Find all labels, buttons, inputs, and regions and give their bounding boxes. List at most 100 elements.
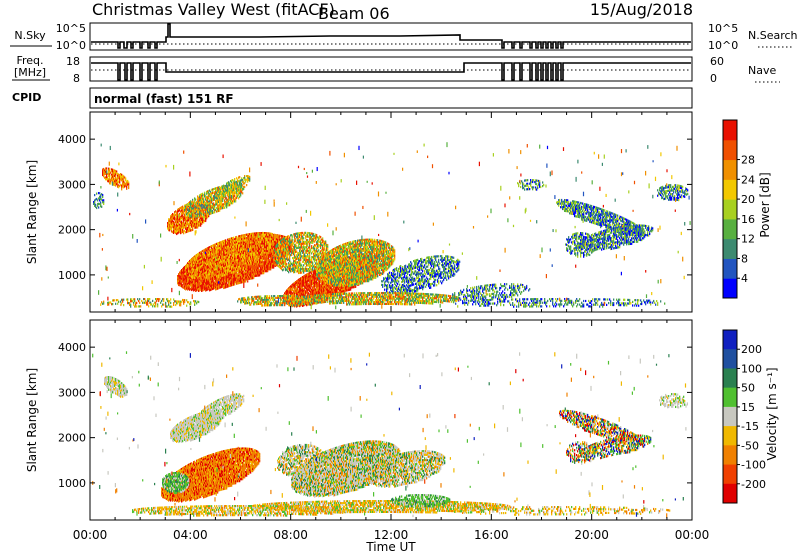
echo-cell xyxy=(268,239,270,242)
echo-cell xyxy=(219,259,221,262)
echo-cell xyxy=(201,277,203,280)
echo-cell xyxy=(272,259,274,262)
echo-cell xyxy=(272,262,274,265)
echo-cell xyxy=(193,258,195,261)
echo-cell xyxy=(267,248,269,251)
echo-cell xyxy=(206,285,208,288)
echo-cell xyxy=(282,253,284,256)
echo-cell xyxy=(220,252,222,255)
echo-cell xyxy=(244,234,246,237)
echo-cell xyxy=(230,252,232,255)
echo-cell xyxy=(185,275,187,278)
echo-cell xyxy=(238,237,240,240)
echo-cell xyxy=(200,260,202,263)
echo-cell xyxy=(196,268,198,271)
echo-cell xyxy=(210,267,212,270)
echo-cell xyxy=(245,237,247,240)
echo-cell xyxy=(205,262,207,265)
echo-cell xyxy=(295,284,297,287)
echo-cell xyxy=(181,285,183,288)
echo-cell xyxy=(267,261,269,264)
echo-cell xyxy=(206,276,208,279)
echo-cell xyxy=(258,244,260,247)
echo-cell xyxy=(228,252,230,255)
echo-cell xyxy=(215,270,217,273)
echo-cell xyxy=(242,272,244,275)
echo-cell xyxy=(223,281,225,284)
echo-cell xyxy=(250,277,252,280)
echo-cell xyxy=(214,249,216,252)
echo-cell xyxy=(247,240,249,243)
echo-cell xyxy=(271,262,273,265)
echo-cell xyxy=(179,280,181,283)
echo-cell xyxy=(199,287,201,290)
echo-cell xyxy=(183,274,185,277)
echo-cell xyxy=(224,241,226,244)
echo-cell xyxy=(243,280,245,283)
echo-cell xyxy=(214,245,216,248)
echo-cell xyxy=(257,237,259,240)
echo-cell xyxy=(199,264,201,267)
echo-cell xyxy=(188,284,190,287)
echo-cell xyxy=(258,270,260,273)
echo-cell xyxy=(304,276,306,279)
echo-cell xyxy=(275,241,277,244)
echo-cell xyxy=(236,243,238,246)
echo-cell xyxy=(177,280,179,283)
echo-cell xyxy=(234,240,236,243)
echo-cell xyxy=(260,270,262,273)
echo-cell xyxy=(254,236,256,239)
echo-cell xyxy=(271,240,273,243)
echo-cell xyxy=(206,263,208,267)
echo-cell xyxy=(231,249,233,253)
echo-cell xyxy=(207,284,209,287)
echo-cell xyxy=(252,235,254,238)
echo-cell xyxy=(240,276,242,279)
echo-cell xyxy=(206,271,208,274)
echo-cell xyxy=(235,261,237,264)
echo-cell xyxy=(269,266,271,269)
echo-cell xyxy=(203,283,205,286)
echo-cell xyxy=(205,268,207,271)
echo-cell xyxy=(266,248,268,251)
echo-cell xyxy=(266,262,268,266)
echo-cell xyxy=(211,288,213,291)
echo-cell xyxy=(184,274,186,278)
echo-cell xyxy=(265,235,267,238)
echo-cell xyxy=(239,276,241,279)
echo-cell xyxy=(201,274,203,277)
echo-cell xyxy=(210,283,212,286)
echo-cell xyxy=(291,246,293,249)
echo-cell xyxy=(204,266,206,269)
echo-cell xyxy=(288,296,290,299)
echo-cell xyxy=(239,267,241,270)
echo-cell xyxy=(200,286,202,289)
echo-cell xyxy=(263,264,265,267)
echo-cell xyxy=(257,250,259,253)
echo-cell xyxy=(178,274,180,278)
echo-cell xyxy=(218,270,220,273)
echo-cell xyxy=(229,266,231,269)
echo-cell xyxy=(215,275,217,278)
echo-cell xyxy=(247,237,249,240)
echo-cell xyxy=(218,263,220,266)
echo-cell xyxy=(229,261,231,264)
echo-cell xyxy=(266,257,268,260)
echo-cell xyxy=(220,282,222,285)
echo-cell xyxy=(226,242,228,245)
cpid-text: normal (fast) 151 RF xyxy=(94,92,234,106)
nsearch-tick-bottom: 10^0 xyxy=(708,39,738,52)
echo-cell xyxy=(190,264,192,267)
echo-cell xyxy=(263,257,265,260)
echo-cell xyxy=(282,235,284,238)
echo-cell xyxy=(250,273,252,277)
echo-cell xyxy=(247,274,249,277)
echo-cell xyxy=(250,261,252,264)
echo-cell xyxy=(246,269,248,272)
echo-cell xyxy=(244,244,246,247)
echo-cell xyxy=(231,257,233,260)
echo-cell xyxy=(206,272,208,276)
echo-cell xyxy=(291,287,293,291)
nsearch-tick-top: 10^5 xyxy=(708,22,738,35)
echo-cell xyxy=(219,243,221,246)
